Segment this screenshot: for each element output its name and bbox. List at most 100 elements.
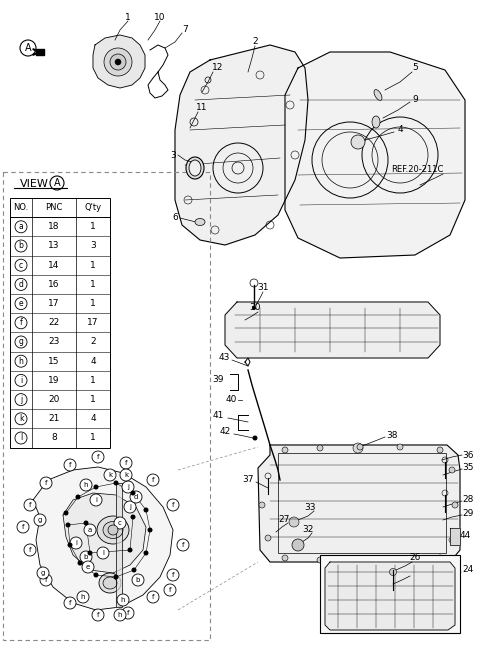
Circle shape <box>15 221 27 233</box>
Ellipse shape <box>372 116 380 128</box>
Text: f: f <box>172 572 174 578</box>
Text: 13: 13 <box>48 242 60 251</box>
Circle shape <box>351 135 365 149</box>
Text: 8: 8 <box>51 434 57 443</box>
Text: A: A <box>54 178 60 188</box>
Text: 27: 27 <box>278 516 290 525</box>
Polygon shape <box>450 528 460 545</box>
Circle shape <box>15 374 27 387</box>
Circle shape <box>131 514 135 519</box>
Text: g: g <box>19 337 24 346</box>
Circle shape <box>92 609 104 621</box>
Text: f: f <box>45 480 47 486</box>
Circle shape <box>252 306 256 310</box>
Text: 17: 17 <box>87 318 99 327</box>
Circle shape <box>90 494 102 506</box>
Circle shape <box>97 547 109 559</box>
Circle shape <box>110 54 126 70</box>
Text: f: f <box>172 502 174 508</box>
Text: 40: 40 <box>225 396 237 404</box>
Text: 41: 41 <box>212 411 224 421</box>
Ellipse shape <box>189 160 201 176</box>
Text: f: f <box>127 610 129 616</box>
Text: f: f <box>69 600 71 606</box>
Text: h: h <box>19 357 24 366</box>
Text: PNC: PNC <box>45 203 63 212</box>
Text: f: f <box>182 542 184 548</box>
Circle shape <box>130 491 142 503</box>
Circle shape <box>122 481 134 493</box>
Text: f: f <box>22 524 24 530</box>
Ellipse shape <box>374 90 382 100</box>
Circle shape <box>265 535 271 541</box>
Text: j: j <box>20 395 22 404</box>
Text: Q'ty: Q'ty <box>84 203 102 212</box>
Polygon shape <box>225 302 440 358</box>
Circle shape <box>63 510 69 516</box>
Circle shape <box>167 569 179 581</box>
Text: 17: 17 <box>48 299 60 308</box>
Text: 36: 36 <box>462 450 474 460</box>
Circle shape <box>24 544 36 556</box>
Circle shape <box>15 336 27 348</box>
Text: 37: 37 <box>242 475 254 484</box>
Circle shape <box>94 484 98 490</box>
Circle shape <box>80 479 92 491</box>
Polygon shape <box>285 52 465 258</box>
Text: 22: 22 <box>48 318 60 327</box>
Text: 43: 43 <box>218 353 230 363</box>
Text: 32: 32 <box>302 525 314 534</box>
Circle shape <box>65 523 71 527</box>
Circle shape <box>289 517 299 527</box>
Ellipse shape <box>103 521 123 538</box>
Circle shape <box>120 469 132 481</box>
Text: 3: 3 <box>170 150 176 159</box>
Circle shape <box>124 501 136 513</box>
Text: g: g <box>38 517 42 523</box>
Text: 6: 6 <box>172 214 178 223</box>
Circle shape <box>357 559 363 565</box>
Polygon shape <box>258 445 460 562</box>
Text: REF.20-211C: REF.20-211C <box>391 165 443 174</box>
Circle shape <box>144 508 148 512</box>
Text: f: f <box>69 462 71 468</box>
Text: f: f <box>125 460 127 466</box>
Circle shape <box>37 567 49 579</box>
Ellipse shape <box>186 157 204 179</box>
Ellipse shape <box>99 573 121 593</box>
Circle shape <box>449 467 455 473</box>
Text: 44: 44 <box>459 531 470 540</box>
Text: 16: 16 <box>48 280 60 289</box>
Text: 20: 20 <box>48 395 60 404</box>
Circle shape <box>167 499 179 511</box>
Text: 1: 1 <box>90 299 96 308</box>
Text: h: h <box>121 597 125 603</box>
Circle shape <box>132 568 136 572</box>
Circle shape <box>77 591 89 603</box>
Text: 1: 1 <box>90 280 96 289</box>
Text: f: f <box>45 577 47 583</box>
Text: 1: 1 <box>90 434 96 443</box>
Text: 23: 23 <box>48 337 60 346</box>
Text: d: d <box>19 280 24 289</box>
Text: c: c <box>19 260 23 270</box>
Text: 19: 19 <box>48 376 60 385</box>
Circle shape <box>113 480 119 486</box>
Circle shape <box>147 591 159 603</box>
Text: 2: 2 <box>90 337 96 346</box>
Ellipse shape <box>195 219 205 225</box>
Circle shape <box>82 561 94 573</box>
Circle shape <box>114 517 126 529</box>
Circle shape <box>164 584 176 596</box>
Bar <box>278 453 446 553</box>
Text: e: e <box>19 299 24 308</box>
Text: 29: 29 <box>462 510 474 518</box>
Circle shape <box>117 594 129 606</box>
Text: l: l <box>20 434 22 443</box>
Text: f: f <box>169 587 171 593</box>
Text: h: h <box>84 482 88 488</box>
Circle shape <box>34 514 46 526</box>
Circle shape <box>108 525 118 535</box>
Circle shape <box>104 469 116 481</box>
Circle shape <box>147 527 153 533</box>
